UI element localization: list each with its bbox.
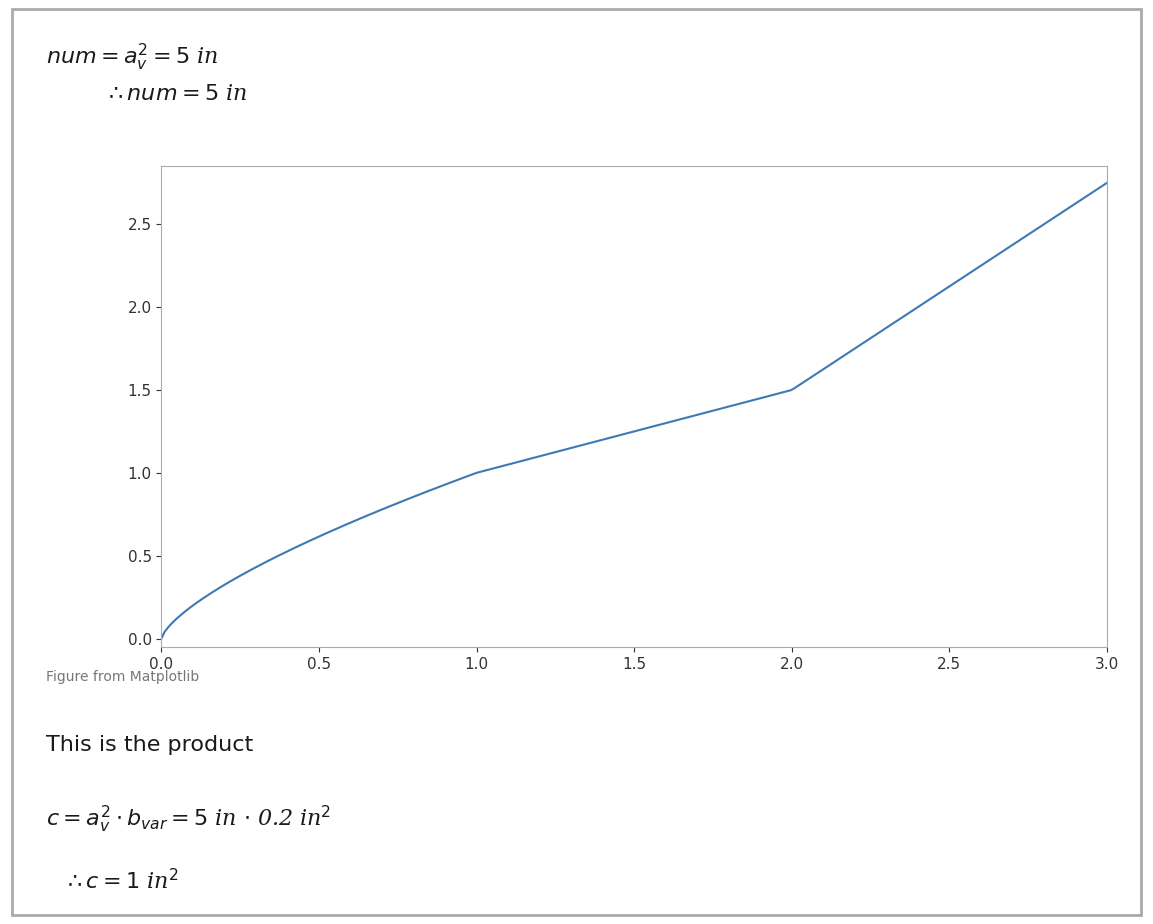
Text: $num = a_v^2 = 5$ in: $num = a_v^2 = 5$ in (46, 42, 219, 73)
Text: $c = a_v^2 \cdot b_{var} = 5$ in $\cdot$ 0.2 in$^2$: $c = a_v^2 \cdot b_{var} = 5$ in $\cdot$… (46, 804, 331, 835)
Text: Figure from Matplotlib: Figure from Matplotlib (46, 670, 199, 684)
Text: This is the product: This is the product (46, 735, 254, 755)
Text: $\therefore num = 5$ in: $\therefore num = 5$ in (104, 83, 247, 105)
Text: $\therefore c = 1$ in$^2$: $\therefore c = 1$ in$^2$ (63, 869, 179, 894)
